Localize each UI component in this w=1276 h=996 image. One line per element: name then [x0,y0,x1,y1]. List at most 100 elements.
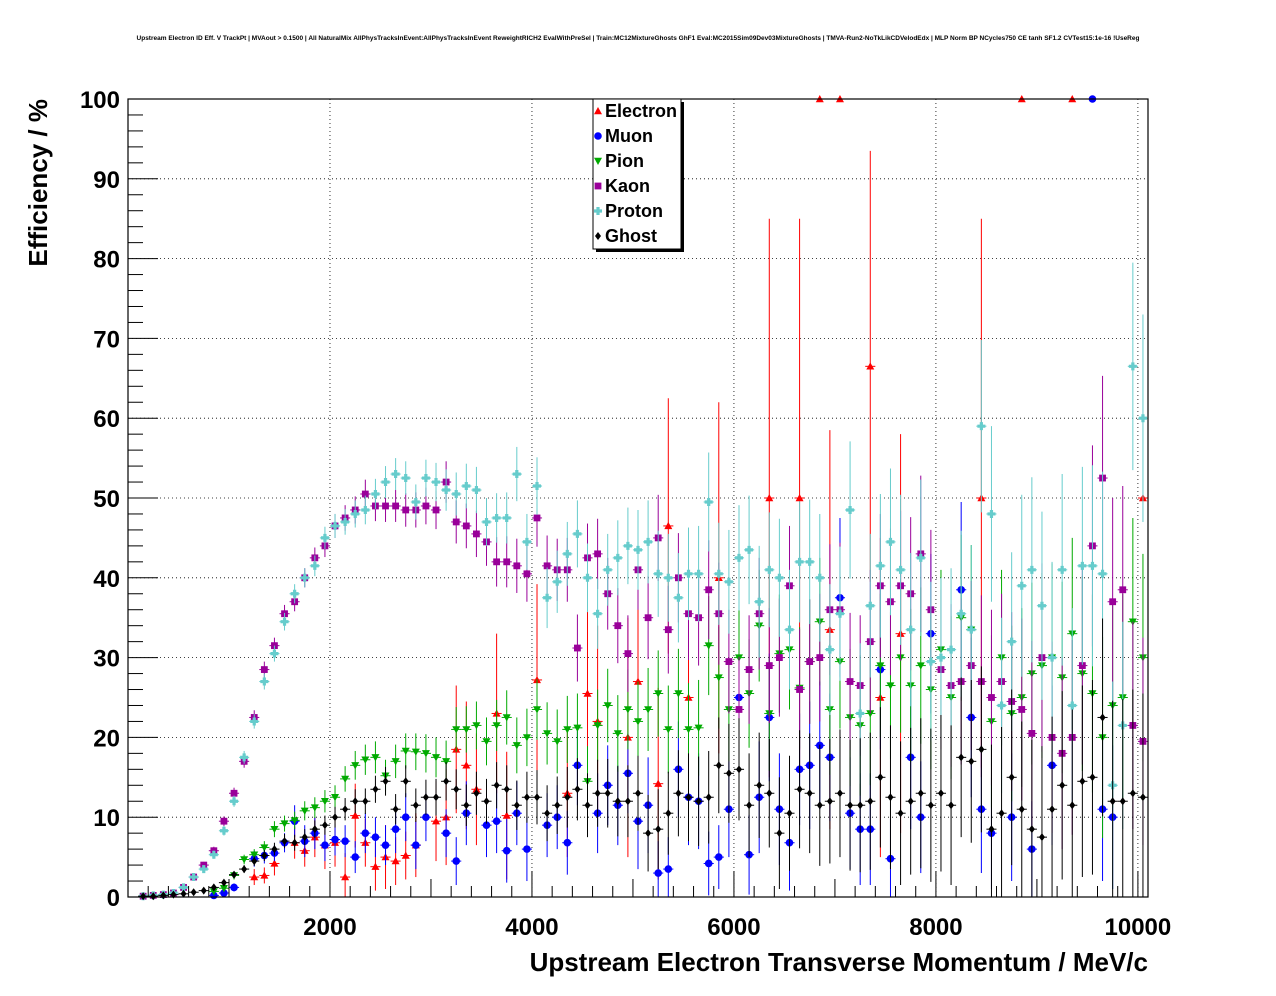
data-point-kaon [513,562,521,570]
data-point-muon [563,838,572,847]
y-tick-label: 10 [93,805,120,832]
data-point-ghost [301,833,308,842]
data-point-kaon [1078,662,1086,669]
legend-box [592,98,682,250]
data-point-ghost [554,801,561,810]
data-point-muon [492,817,501,825]
data-point-kaon [493,558,501,566]
data-point-pion [411,748,420,756]
data-point-proton [502,513,511,522]
data-point-proton [320,533,329,542]
data-point-muon [230,883,238,892]
data-point-ghost [857,801,864,810]
data-point-pion [240,856,249,864]
data-point-ghost [180,889,187,898]
data-point-proton [452,490,461,499]
data-point-ghost [796,785,803,794]
y-tick-label: 70 [93,326,120,353]
data-point-ghost [261,851,268,860]
series-layer [138,95,1148,901]
data-point-muon [452,857,461,865]
data-point-ghost [635,789,641,798]
data-point-proton [947,645,956,654]
data-point-pion [290,817,299,825]
data-point-kaon [574,644,581,652]
y-tick-label: 60 [93,406,120,433]
data-point-ghost [342,805,349,814]
data-point-electron [270,859,279,867]
y-tick-label: 0 [107,885,120,912]
data-point-kaon [705,586,713,594]
data-point-electron [371,862,380,870]
data-point-ghost [988,825,995,834]
data-point-kaon [988,694,995,701]
data-point-electron [795,494,804,502]
data-point-ghost [655,825,662,834]
data-point-ghost [948,801,955,810]
data-point-proton [563,549,572,558]
series-proton [138,262,1148,901]
data-point-proton [775,573,784,582]
data-point-muon [442,829,450,837]
data-point-pion [694,724,703,732]
data-point-electron [664,521,673,530]
data-point-proton [593,609,602,618]
data-point-ghost [463,801,470,810]
data-point-ghost [513,801,520,810]
data-point-pion [250,851,259,859]
data-point-pion [331,794,340,802]
data-point-proton [1058,565,1067,574]
legend-label-electron: Electron [605,101,677,121]
data-point-ghost [534,793,541,802]
data-point-proton [664,573,673,582]
data-point-proton [1007,637,1016,646]
legend-marker-kaon [594,182,602,190]
series-ghost [138,618,1148,901]
data-point-pion [543,730,552,738]
data-point-electron [583,689,592,697]
data-point-pion [533,706,542,714]
data-point-proton [755,597,764,606]
data-point-pion [482,738,491,746]
data-point-kaon [462,522,470,530]
data-point-proton [492,513,501,522]
data-point-ghost [372,785,379,794]
data-point-kaon [594,550,602,558]
data-point-proton [543,593,552,602]
data-point-pion [512,742,521,750]
y-tick-label: 30 [93,646,120,673]
data-point-ghost [1018,805,1025,814]
data-point-muon [351,853,360,861]
data-point-ghost [392,805,399,814]
legend-label-proton: Proton [605,201,663,221]
y-tick-label: 80 [93,247,120,274]
data-point-ghost [614,797,621,806]
data-point-pion [674,690,683,698]
data-point-ghost [1008,773,1015,782]
data-point-electron [432,817,441,825]
data-point-muon [523,845,531,853]
data-point-proton [179,883,188,892]
data-point-muon [371,833,380,841]
data-point-proton [674,593,683,602]
data-point-proton [785,625,794,634]
data-point-kaon [725,658,733,665]
data-point-kaon [624,650,632,658]
data-point-ghost [715,761,722,770]
data-point-proton [906,625,915,634]
data-point-ghost [140,892,147,901]
data-point-proton [1138,414,1147,423]
data-point-proton [1068,701,1077,710]
data-point-pion [714,674,723,682]
data-point-ghost [321,821,328,830]
data-point-proton [219,826,228,835]
data-point-proton [472,486,481,495]
data-point-kaon [806,658,814,665]
data-point-kaon [846,678,854,685]
data-point-muon [714,853,723,861]
data-point-proton [331,521,340,530]
data-point-ghost [816,801,823,810]
data-point-pion [613,730,622,738]
data-point-proton [846,505,855,514]
data-point-ghost [665,809,672,818]
